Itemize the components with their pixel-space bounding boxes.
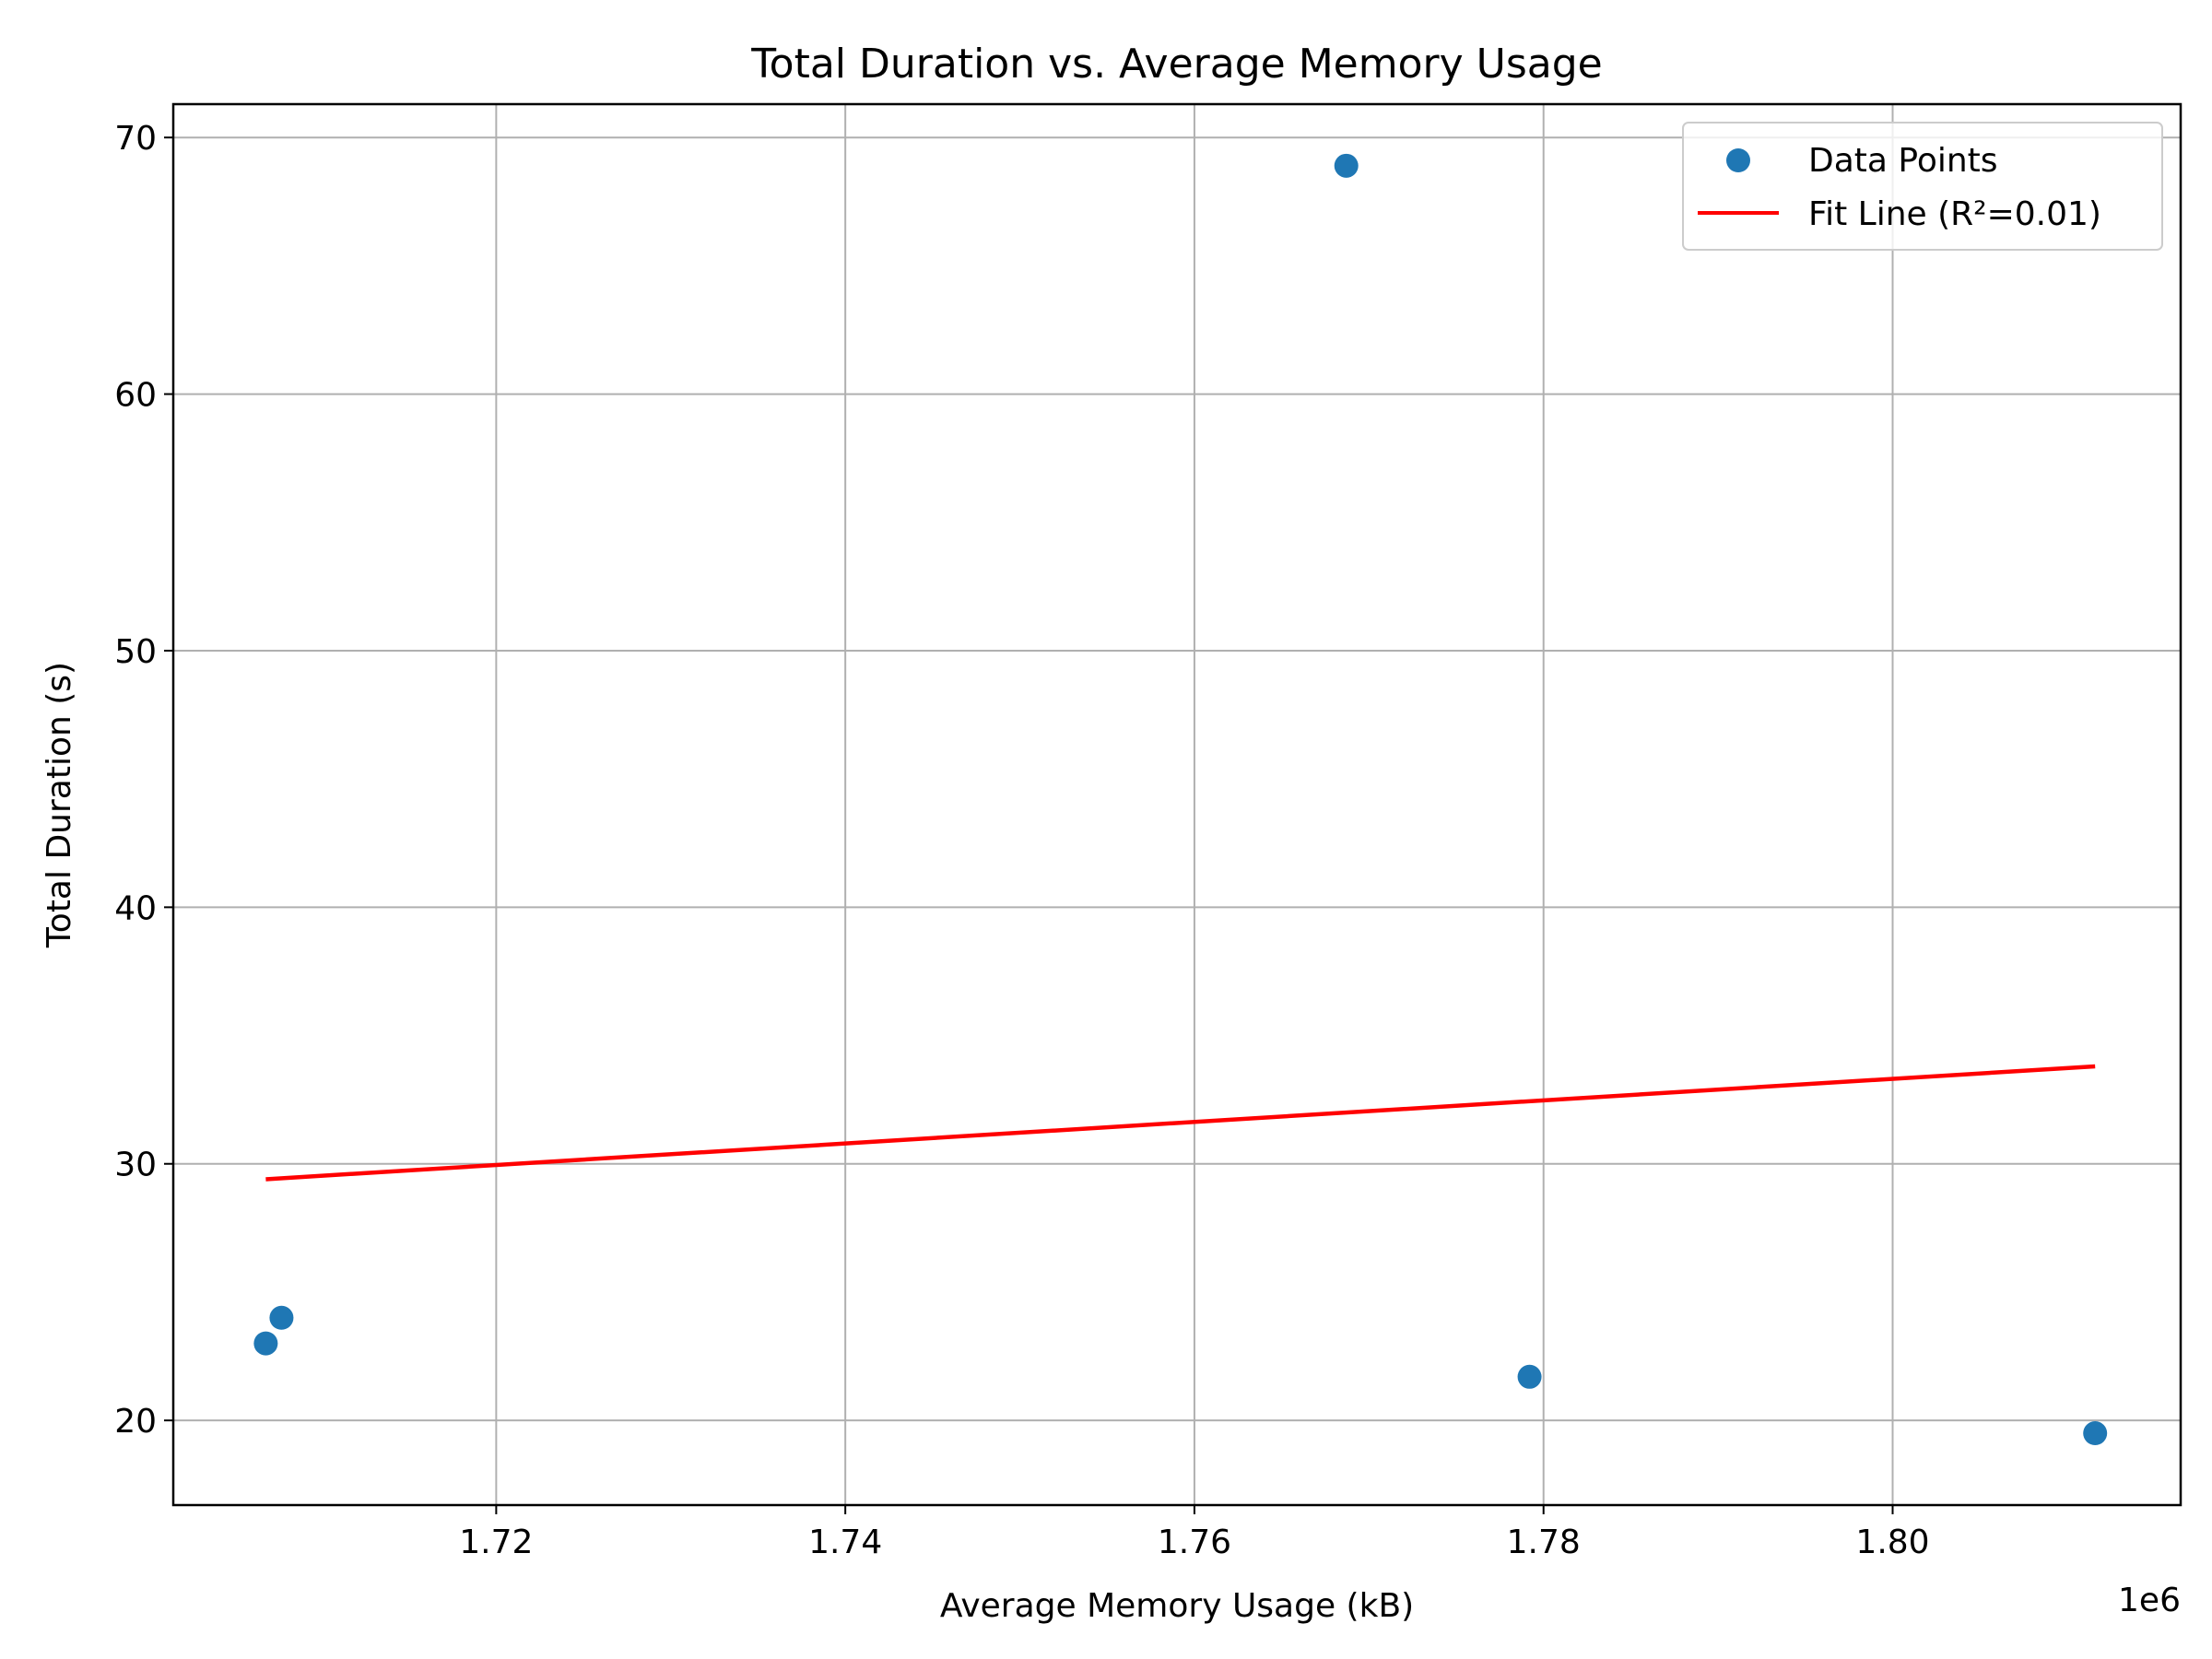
legend-label-fit-line: Fit Line (R²=0.01) — [1808, 195, 2101, 233]
series-layer — [253, 153, 2108, 1446]
y-tick-label: 60 — [114, 377, 157, 415]
x-tick-label: 1.78 — [1507, 1524, 1581, 1561]
x-tick-label: 1.74 — [808, 1524, 882, 1561]
y-axis-label: Total Duration (s) — [41, 662, 78, 948]
y-tick-label: 40 — [114, 889, 157, 927]
legend-box — [1682, 122, 2163, 251]
ticks: 1.72 1.74 1.76 1.78 1.80 20 30 40 50 60 70 — [114, 120, 1929, 1561]
data-point — [1517, 1364, 1542, 1389]
x-tick-label: 1.76 — [1158, 1524, 1231, 1561]
x-axis-offset-text: 1e6 — [2118, 1582, 2181, 1619]
x-tick-label: 1.72 — [459, 1524, 533, 1561]
data-point — [1334, 153, 1359, 178]
data-point — [253, 1331, 278, 1356]
y-tick-label: 50 — [114, 633, 157, 671]
fit-line — [265, 1064, 2096, 1182]
data-point — [269, 1305, 294, 1330]
x-tick-label: 1.80 — [1855, 1524, 1929, 1561]
data-point — [2083, 1421, 2108, 1446]
legend: Data Points Fit Line (R²=0.01) — [1682, 122, 2163, 251]
legend-label-data-points: Data Points — [1808, 142, 1998, 180]
x-axis-label: Average Memory Usage (kB) — [940, 1587, 1414, 1625]
y-tick-label: 30 — [114, 1147, 157, 1184]
y-tick-label: 70 — [114, 120, 157, 158]
chart-title: Total Duration vs. Average Memory Usage — [750, 41, 1602, 88]
legend-marker-data-points — [1726, 148, 1750, 172]
y-tick-label: 20 — [114, 1403, 157, 1441]
plot-frame — [171, 102, 2183, 1507]
